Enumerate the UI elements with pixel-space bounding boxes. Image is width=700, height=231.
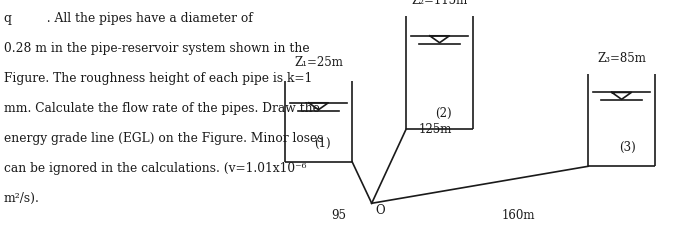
Text: Z₃=85m: Z₃=85m [597, 52, 646, 65]
Text: Z₂=115m: Z₂=115m [412, 0, 468, 7]
Text: 160m: 160m [501, 210, 535, 222]
Text: m²/s).: m²/s). [4, 192, 39, 205]
Text: (3): (3) [619, 141, 636, 154]
Text: 0.28 m in the pipe-reservoir system shown in the: 0.28 m in the pipe-reservoir system show… [4, 42, 309, 55]
Text: can be ignored in the calculations. (v=1.01x10⁻⁶: can be ignored in the calculations. (v=1… [4, 162, 306, 175]
Text: O: O [375, 204, 385, 217]
Text: mm. Calculate the flow rate of the pipes. Draw the: mm. Calculate the flow rate of the pipes… [4, 102, 319, 115]
Text: (1): (1) [314, 137, 330, 150]
Text: Z₁=25m: Z₁=25m [294, 56, 343, 69]
Text: 125m: 125m [419, 123, 452, 136]
Text: Figure. The roughness height of each pipe is k=1: Figure. The roughness height of each pip… [4, 72, 312, 85]
Text: 95: 95 [331, 210, 346, 222]
Text: (2): (2) [435, 107, 452, 120]
Text: energy grade line (EGL) on the Figure. Minor loses: energy grade line (EGL) on the Figure. M… [4, 132, 323, 145]
Text: q         . All the pipes have a diameter of: q . All the pipes have a diameter of [4, 12, 252, 24]
